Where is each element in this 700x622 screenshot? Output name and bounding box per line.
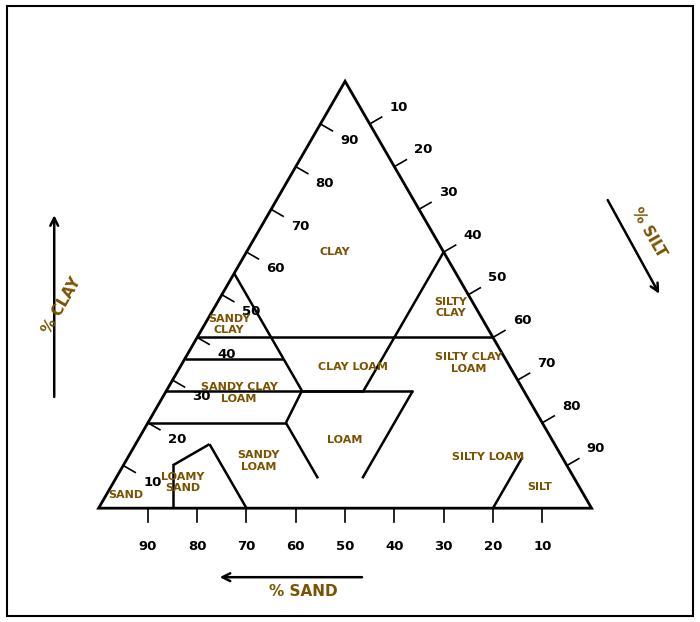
Text: 60: 60 [512,314,531,327]
Text: 20: 20 [414,144,433,156]
Text: 70: 70 [291,220,309,233]
Text: 70: 70 [237,540,256,553]
Text: 60: 60 [286,540,305,553]
Text: 60: 60 [266,262,285,276]
Text: SANDY CLAY
LOAM: SANDY CLAY LOAM [201,382,277,404]
Text: % SILT: % SILT [628,205,668,259]
Text: SAND: SAND [108,490,144,500]
Text: SILTY
CLAY: SILTY CLAY [435,297,468,318]
Text: % SAND: % SAND [269,585,337,600]
Text: 30: 30 [193,391,211,404]
Text: 50: 50 [241,305,260,318]
Text: 10: 10 [390,101,408,114]
Text: 20: 20 [484,540,502,553]
Text: 10: 10 [143,476,162,489]
Text: 20: 20 [168,433,186,446]
Text: 30: 30 [435,540,453,553]
Text: 90: 90 [587,442,605,455]
Text: SILTY CLAY
LOAM: SILTY CLAY LOAM [435,352,502,374]
Text: 50: 50 [336,540,354,553]
Text: 70: 70 [538,357,556,370]
Text: % CLAY: % CLAY [39,275,84,337]
Text: LOAMY
SAND: LOAMY SAND [161,471,204,493]
Text: 10: 10 [533,540,552,553]
Text: CLAY LOAM: CLAY LOAM [318,362,387,373]
Text: SILT: SILT [527,482,552,492]
Text: SANDY
LOAM: SANDY LOAM [237,450,280,472]
Text: CLAY: CLAY [320,247,351,257]
Text: 50: 50 [488,271,507,284]
Text: 80: 80 [562,399,580,412]
Text: 90: 90 [139,540,157,553]
Text: LOAM: LOAM [328,435,363,445]
Text: 30: 30 [439,186,457,199]
Text: 40: 40 [463,229,482,242]
Text: 80: 80 [316,177,334,190]
Text: 40: 40 [385,540,404,553]
Text: 40: 40 [217,348,235,361]
Text: SANDY
CLAY: SANDY CLAY [208,314,251,335]
Text: SILTY LOAM: SILTY LOAM [452,452,524,462]
Text: 80: 80 [188,540,206,553]
Text: 90: 90 [340,134,358,147]
